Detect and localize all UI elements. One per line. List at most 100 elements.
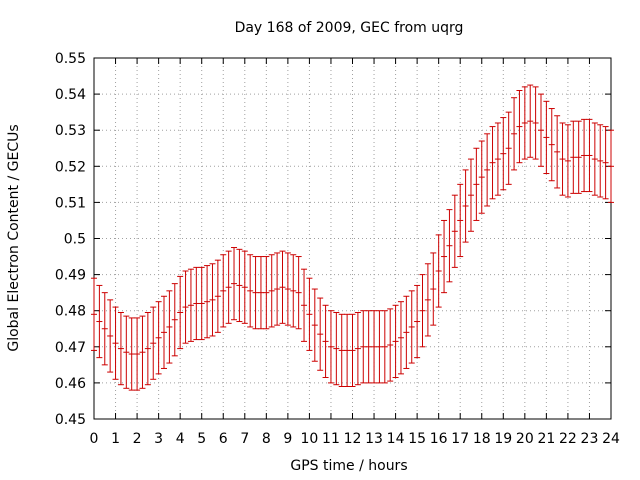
y-tick-label: 0.46 <box>55 376 86 392</box>
x-tick-label: 21 <box>537 431 555 447</box>
error-bar-point <box>457 183 464 258</box>
y-tick-label: 0.52 <box>55 159 86 175</box>
y-tick-label: 0.54 <box>55 87 86 103</box>
error-bar-point <box>182 270 189 344</box>
error-bar-point <box>327 310 334 384</box>
error-bar-point <box>279 250 286 324</box>
error-bar-point <box>494 122 501 196</box>
error-bar-point <box>187 268 194 342</box>
error-bar-point <box>381 310 388 384</box>
y-tick-label: 0.51 <box>55 195 86 211</box>
x-tick-label: 11 <box>322 431 340 447</box>
error-bar-point <box>505 111 512 185</box>
error-bar-point <box>220 254 227 328</box>
chart-title: Day 168 of 2009, GEC from uqrg <box>235 20 464 36</box>
error-bar-point <box>462 169 469 243</box>
x-tick-label: 1 <box>111 431 120 447</box>
error-bar-point <box>581 118 588 193</box>
x-tick-label: 5 <box>197 431 206 447</box>
error-bar-point <box>96 284 103 359</box>
x-axis-label: GPS time / hours <box>290 458 407 474</box>
error-bar-point <box>570 120 577 194</box>
error-bar-point <box>177 275 184 350</box>
error-bar-point <box>511 97 518 171</box>
error-bar-point <box>91 277 97 351</box>
error-bar-point <box>134 317 141 391</box>
error-bar-point <box>451 194 458 268</box>
error-bar-point <box>301 268 308 342</box>
error-bar-point <box>559 122 566 196</box>
error-bar-point <box>139 315 146 389</box>
error-bar-point <box>209 263 216 337</box>
error-bar-point <box>128 317 135 391</box>
error-bar-point <box>306 277 313 351</box>
error-bar-point <box>338 313 345 388</box>
error-bar-point <box>548 108 555 182</box>
error-bar-point <box>274 252 281 326</box>
x-tick-label: 18 <box>473 431 491 447</box>
x-tick-label: 6 <box>219 431 228 447</box>
error-bar-point <box>608 129 614 203</box>
error-bar-point <box>295 256 302 330</box>
x-tick-label: 15 <box>408 431 426 447</box>
error-bar-point <box>252 256 259 330</box>
error-bar-point <box>349 313 356 388</box>
error-bar-point <box>516 89 523 164</box>
y-tick-label: 0.48 <box>55 304 86 320</box>
error-bar-point <box>107 299 114 373</box>
error-bar-point <box>397 301 404 375</box>
error-bar-point <box>290 254 297 328</box>
error-bar-point <box>236 248 243 323</box>
error-bar-point <box>241 250 248 324</box>
error-bar-point <box>112 306 119 380</box>
error-bar-point <box>193 266 200 341</box>
y-tick-label: 0.55 <box>55 51 86 67</box>
error-bar-point <box>150 306 157 380</box>
error-bar-point <box>257 256 264 330</box>
error-bar-point <box>171 283 178 357</box>
error-bar-point <box>317 297 324 371</box>
x-tick-label: 3 <box>154 431 163 447</box>
error-bar-point <box>117 312 124 386</box>
x-tick-labels: 0 1 2 3 4 5 6 7 8 9 10 11 12 13 14 15 16 17 18 19 20 21 22 23 24 <box>90 431 620 447</box>
y-tick-label: 0.49 <box>55 268 86 284</box>
error-bar-point <box>322 304 329 378</box>
error-bar-point <box>155 301 162 375</box>
x-tick-label: 17 <box>451 431 469 447</box>
x-tick-label: 13 <box>365 431 383 447</box>
x-tick-label: 4 <box>176 431 185 447</box>
y-tick-labels: 0.45 0.46 0.47 0.48 0.49 0.5 0.51 0.52 0.53 0.54 0… <box>55 51 86 428</box>
error-bar-point <box>392 304 399 378</box>
error-bar-point <box>435 234 442 308</box>
error-bar-point <box>214 259 221 333</box>
x-tick-label: 12 <box>344 431 362 447</box>
error-bar-point <box>564 124 571 198</box>
error-bar-point <box>414 284 421 359</box>
error-bar-point <box>408 290 415 364</box>
x-tick-label: 19 <box>494 431 512 447</box>
x-tick-label: 20 <box>516 431 534 447</box>
error-bar-point <box>484 133 491 207</box>
y-tick-label: 0.5 <box>64 232 86 248</box>
error-bar-point <box>527 84 534 158</box>
error-bar-point <box>101 292 108 366</box>
error-bar-point <box>419 274 426 348</box>
error-bar-point <box>161 295 168 369</box>
y-tick-label: 0.47 <box>55 340 86 356</box>
x-tick-label: 14 <box>387 431 405 447</box>
error-bar-point <box>360 310 367 384</box>
error-bar-point <box>263 256 270 330</box>
error-bar-point <box>344 313 351 388</box>
error-bar-point <box>554 115 561 189</box>
error-bar-point <box>204 265 211 339</box>
error-bar-point <box>441 219 448 294</box>
error-bar-point <box>424 263 431 337</box>
error-bar-point <box>489 126 496 200</box>
error-bar-point <box>575 120 582 194</box>
x-tick-label: 23 <box>581 431 599 447</box>
error-bar-point <box>521 86 528 160</box>
x-tick-label: 7 <box>240 431 249 447</box>
error-bar-point <box>403 295 410 369</box>
